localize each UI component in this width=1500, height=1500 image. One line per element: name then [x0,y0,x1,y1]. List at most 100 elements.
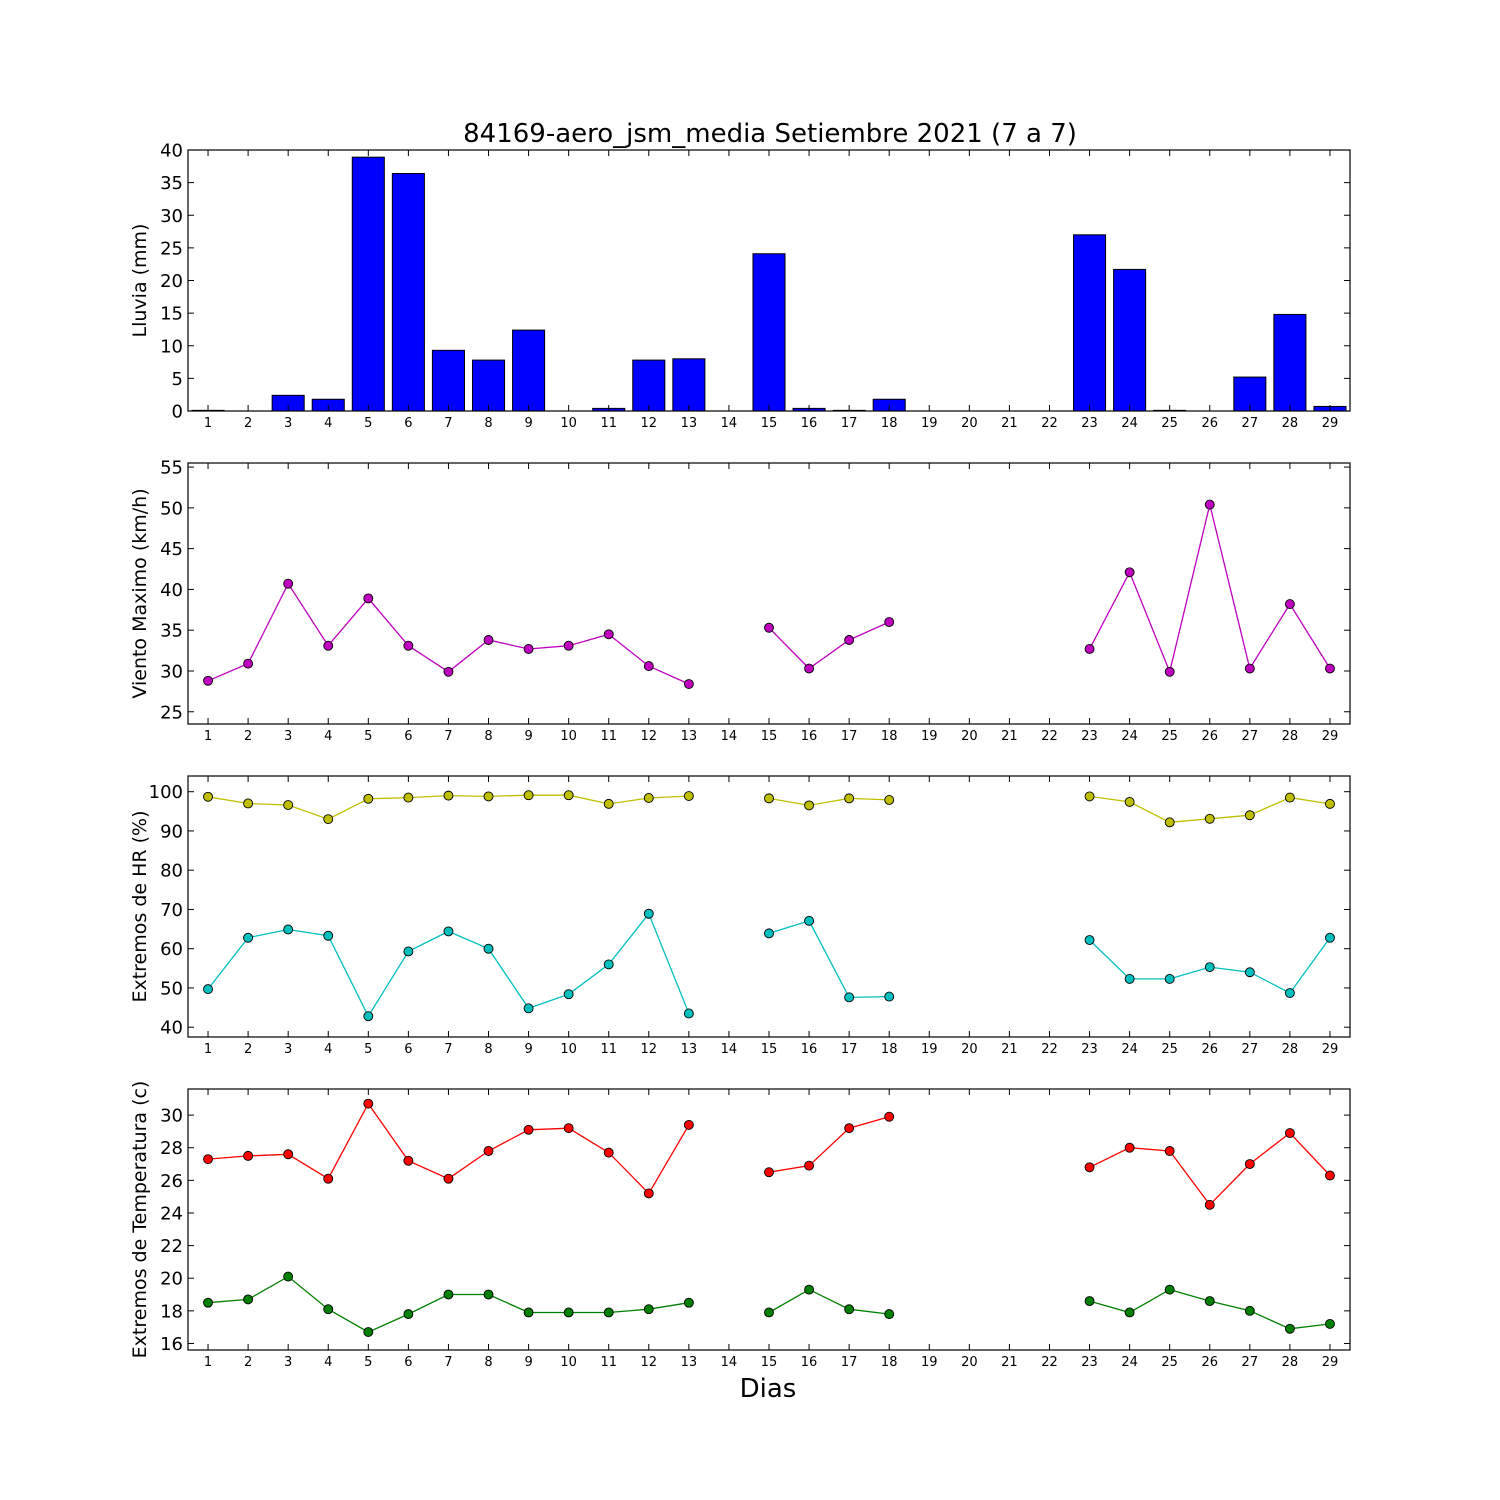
series-1-point-day-9 [523,1124,534,1135]
series-2-point-day-10 [563,1307,574,1318]
x-tick-label: 10 [560,1042,577,1057]
x-tick-label: 12 [641,729,658,744]
x-tick-label: 27 [1242,1355,1259,1370]
x-tick-label: 9 [524,1042,532,1057]
series-2-point-day-7 [443,926,454,937]
x-tick-label: 2 [244,416,252,431]
series-1-point-day-29 [1325,798,1335,809]
x-tick-label: 20 [961,1042,978,1057]
x-tick-label: 17 [841,729,858,744]
x-tick-label: 17 [841,1042,858,1057]
series-1-point-day-7 [443,1173,454,1184]
x-tick-label: 26 [1201,729,1218,744]
series-1-point-day-9 [523,644,534,654]
series-2-point-day-25 [1164,973,1175,984]
series-1-point-day-2 [243,798,254,809]
y-tick-label: 35 [160,621,183,642]
series-1-point-day-27 [1244,1159,1255,1169]
series-2-point-day-24 [1124,1307,1135,1318]
series-1-point-day-24 [1124,567,1135,578]
series-1-point-day-4 [323,814,334,825]
x-tick-label: 6 [404,416,412,431]
series-2-point-day-4 [323,930,334,941]
x-tick-label: 19 [921,1042,938,1057]
x-tick-label: 4 [324,1355,332,1370]
series-1-point-day-23 [1084,644,1095,654]
series-2-point-day-10 [563,989,574,1000]
x-tick-label: 15 [761,1355,778,1370]
series-2-point-day-17 [844,1304,855,1315]
y-tick-label: 5 [172,369,183,390]
x-tick-label: 25 [1161,1355,1178,1370]
series-1-point-day-7 [443,666,454,677]
y-tick-label: 50 [160,978,183,999]
x-tick-label: 13 [681,416,698,431]
x-tick-label: 28 [1282,1355,1299,1370]
series-1-point-day-8 [483,635,494,645]
series-1-point-day-10 [563,790,574,801]
y-tick-label: 40 [160,580,183,601]
x-tick-label: 16 [801,416,818,431]
series-2-point-day-2 [243,1294,254,1305]
x-tick-label: 18 [881,729,898,744]
series-1-point-day-10 [563,1123,574,1134]
x-tick-label: 4 [324,416,332,431]
series-1-point-day-16 [804,1160,815,1171]
series-2-point-day-25 [1164,1284,1175,1295]
x-tick-label: 15 [761,729,778,744]
series-1-point-day-17 [844,793,855,804]
series-1-point-day-6 [403,792,414,803]
y-tick-label: 20 [160,1269,183,1290]
x-tick-label: 19 [921,1355,938,1370]
x-tick-label: 18 [881,1042,898,1057]
x-tick-label: 3 [284,729,292,744]
x-tick-label: 11 [600,416,617,431]
x-tick-label: 23 [1081,1042,1098,1057]
series-2-point-day-24 [1124,973,1135,984]
x-tick-label: 8 [484,729,492,744]
x-tick-label: 29 [1322,1042,1339,1057]
series-1-point-day-23 [1084,791,1095,802]
series-2-line-segment-2 [768,920,890,999]
x-tick-label: 3 [284,1355,292,1370]
x-tick-label: 26 [1201,1355,1218,1370]
x-tick-label: 16 [801,729,818,744]
y-tick-label: 0 [172,402,183,423]
series-2-point-day-9 [523,1003,534,1014]
x-tick-label: 3 [284,1042,292,1057]
x-tick-label: 5 [364,729,372,744]
series-1-point-day-7 [443,790,454,801]
x-tick-label: 7 [444,1355,452,1370]
x-tick-label: 5 [364,1355,372,1370]
series-1-point-day-8 [483,791,494,802]
series-2-point-day-23 [1084,935,1095,946]
bar-day-13 [672,358,706,412]
series-2-point-day-8 [483,1289,494,1300]
x-tick-label: 7 [444,1042,452,1057]
y-tick-label: 100 [149,782,183,803]
x-tick-label: 20 [961,1355,978,1370]
series-1-point-day-29 [1325,663,1335,674]
series-1-point-day-28 [1284,1128,1295,1138]
series-2-point-day-13 [683,1297,694,1308]
series-2-point-day-23 [1084,1296,1095,1307]
series-1-point-day-3 [283,578,294,589]
series-1-point-day-17 [844,635,855,645]
x-tick-label: 1 [204,416,212,431]
y-tick-label: 24 [160,1203,183,1224]
series-2-point-day-8 [483,943,494,954]
y-tick-label: 35 [160,173,183,194]
x-tick-label: 10 [560,729,577,744]
series-1-point-day-18 [884,617,895,627]
x-tick-label: 21 [1001,1355,1018,1370]
series-1-point-day-28 [1284,792,1295,803]
x-tick-label: 22 [1041,416,1058,431]
series-1-line-segment-2 [768,797,890,807]
series-2-point-day-5 [363,1011,374,1022]
series-1-point-day-25 [1164,666,1175,677]
series-2-point-day-15 [764,1307,774,1318]
